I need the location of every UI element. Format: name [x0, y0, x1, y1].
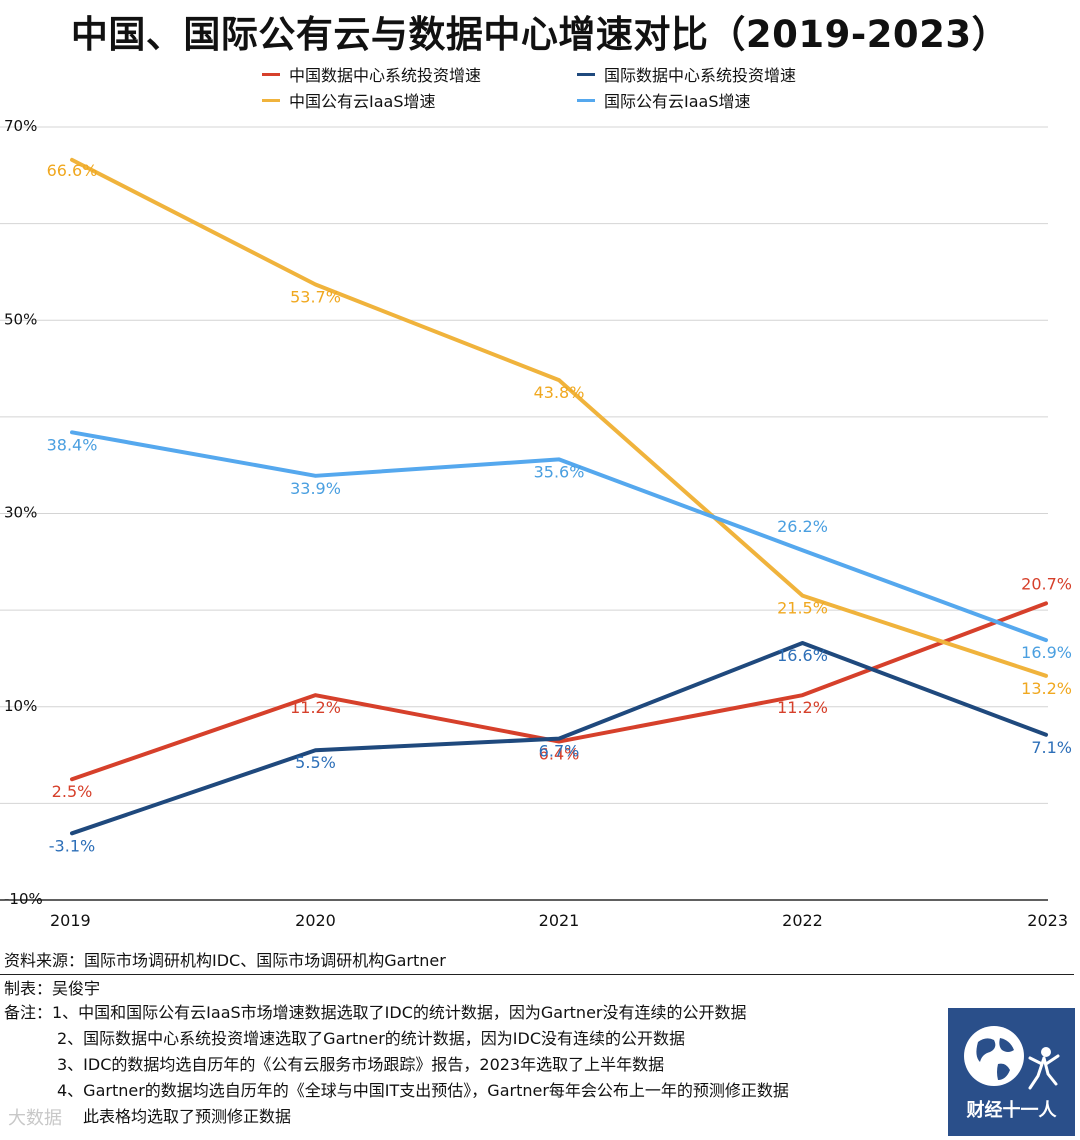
legend-label-intl-iaas: 国际公有云IaaS增速 — [604, 92, 751, 111]
legend-swatch-cn-dc — [262, 73, 280, 76]
data-label: 5.5% — [295, 753, 336, 772]
legend: 中国数据中心系统投资增速 国际数据中心系统投资增速 中国公有云IaaS增速 国际… — [0, 62, 1080, 116]
data-label: 2.5% — [52, 782, 93, 801]
data-label: 11.2% — [777, 698, 828, 717]
data-label: 35.6% — [534, 462, 585, 481]
legend-swatch-intl-iaas — [577, 99, 595, 102]
data-labels: 2.5% 11.2% 6.4% 11.2% 20.7% -3.1% 5.5% 6.7% 16.6… — [47, 161, 1072, 855]
logo-text: 财经十一人 — [966, 1100, 1057, 1121]
legend-label-cn-iaas: 中国公有云IaaS增速 — [289, 92, 436, 111]
series-lines — [70, 157, 1048, 836]
data-label: 43.8% — [534, 383, 585, 402]
data-label: 53.7% — [290, 287, 341, 306]
globe-icon — [964, 1026, 1060, 1090]
data-label: 16.6% — [777, 646, 828, 665]
chart-title: 中国、国际公有云与数据中心增速对比（2019-2023） — [70, 13, 1010, 56]
data-label: 21.5% — [777, 599, 828, 618]
y-tick-label: -10% — [4, 890, 43, 908]
legend-label-intl-dc: 国际数据中心系统投资增速 — [604, 66, 797, 85]
watermark: 大数据 — [8, 1108, 62, 1129]
legend-label-cn-dc: 中国数据中心系统投资增速 — [289, 66, 482, 85]
note-1: 备注：1、中国和国际公有云IaaS市场增速数据选取了IDC的统计数据，因为Gar… — [4, 1003, 747, 1022]
data-label: 66.6% — [47, 161, 98, 180]
data-label: 13.2% — [1021, 679, 1072, 698]
series-line-2 — [70, 157, 1048, 678]
legend-item-intl-dc: 国际数据中心系统投资增速 — [577, 66, 796, 86]
data-label: 38.4% — [47, 435, 98, 454]
publisher-logo: 财经十一人 — [948, 1008, 1075, 1136]
x-tick-label: 2022 — [782, 911, 823, 930]
x-tick-label: 2023 — [1027, 911, 1068, 930]
y-tick-label: 30% — [4, 504, 37, 522]
legend-item-cn-iaas: 中国公有云IaaS增速 — [262, 92, 436, 112]
data-label: 11.2% — [290, 698, 341, 717]
footer: 资料来源：国际市场调研机构IDC、国际市场调研机构Gartner 制表：吴俊宇 … — [0, 948, 1080, 1140]
data-label: 20.7% — [1021, 574, 1072, 593]
x-tick-label: 2021 — [539, 911, 580, 930]
author-note: 制表：吴俊宇 — [4, 979, 101, 998]
y-axis-ticks: -10% 10% 30% 50% 70% — [4, 117, 43, 908]
source-note: 资料来源：国际市场调研机构IDC、国际市场调研机构Gartner — [4, 951, 446, 970]
series-line-0 — [70, 601, 1048, 782]
y-tick-label: 70% — [4, 117, 37, 135]
line-chart: -10% 10% 30% 50% 70% 2019 2020 2021 2022 2023 2.… — [0, 117, 1072, 930]
note-2: 2、国际数据中心系统投资增速选取了Gartner的统计数据，因为IDC没有连续的… — [57, 1029, 686, 1048]
note-3: 3、IDC的数据均选自历年的《公有云服务市场跟踪》报告，2023年选取了上半年数… — [57, 1055, 665, 1074]
data-label: 26.2% — [777, 517, 828, 536]
x-axis-ticks: 2019 2020 2021 2022 2023 — [50, 911, 1068, 930]
footer-divider — [0, 974, 1074, 975]
series-line-1 — [70, 640, 1048, 836]
legend-item-intl-iaas: 国际公有云IaaS增速 — [577, 92, 751, 112]
data-label: 16.9% — [1021, 643, 1072, 662]
legend-item-cn-dc: 中国数据中心系统投资增速 — [262, 66, 481, 86]
legend-swatch-intl-dc — [577, 73, 595, 76]
grid — [0, 126, 1048, 901]
series-line-3 — [70, 430, 1048, 643]
data-label: 6.4% — [539, 745, 580, 764]
data-label: 6.7% — [539, 742, 580, 761]
x-tick-label: 2019 — [50, 911, 91, 930]
y-tick-label: 10% — [4, 697, 37, 715]
y-tick-label: 50% — [4, 310, 37, 328]
legend-swatch-cn-iaas — [262, 99, 280, 102]
note-5: 此表格均选取了预测修正数据 — [83, 1107, 292, 1126]
note-4: 4、Gartner的数据均选自历年的《全球与中国IT支出预估》，Gartner每… — [57, 1081, 789, 1100]
data-label: 33.9% — [290, 479, 341, 498]
x-tick-label: 2020 — [295, 911, 336, 930]
data-label: -3.1% — [49, 836, 95, 855]
data-label: 7.1% — [1031, 738, 1072, 757]
